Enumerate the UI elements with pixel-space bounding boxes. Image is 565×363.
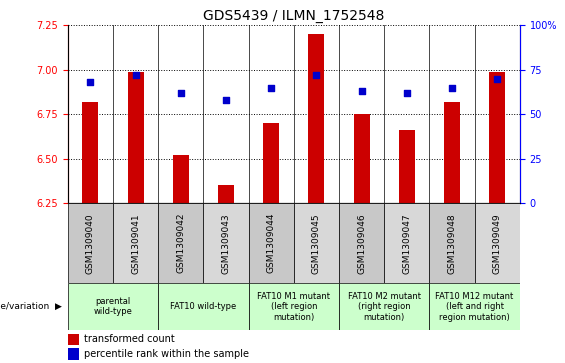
Bar — [173, 155, 189, 203]
Bar — [82, 102, 98, 203]
Text: GSM1309047: GSM1309047 — [402, 213, 411, 274]
Bar — [308, 34, 324, 203]
Bar — [68, 334, 79, 345]
Bar — [249, 203, 294, 283]
Text: GSM1309046: GSM1309046 — [357, 213, 366, 274]
Bar — [489, 72, 505, 203]
Point — [267, 85, 276, 91]
Bar — [128, 72, 144, 203]
Text: FAT10 wild-type: FAT10 wild-type — [170, 302, 237, 311]
Text: FAT10 M2 mutant
(right region
mutation): FAT10 M2 mutant (right region mutation) — [347, 292, 421, 322]
Point — [312, 72, 321, 78]
Bar — [475, 203, 520, 283]
Point — [493, 76, 502, 82]
Bar — [113, 203, 158, 283]
Title: GDS5439 / ILMN_1752548: GDS5439 / ILMN_1752548 — [203, 9, 385, 23]
Text: FAT10 M1 mutant
(left region
mutation): FAT10 M1 mutant (left region mutation) — [257, 292, 331, 322]
Text: GSM1309048: GSM1309048 — [447, 213, 457, 274]
Bar — [218, 185, 234, 203]
Bar — [384, 203, 429, 283]
Text: parental
wild-type: parental wild-type — [94, 297, 132, 317]
Point — [357, 88, 366, 94]
Text: GSM1309049: GSM1309049 — [493, 213, 502, 274]
Text: GSM1309040: GSM1309040 — [86, 213, 95, 274]
Text: percentile rank within the sample: percentile rank within the sample — [84, 349, 249, 359]
Point — [402, 90, 411, 96]
Bar — [68, 203, 113, 283]
Point — [131, 72, 140, 78]
Text: genotype/variation  ▶: genotype/variation ▶ — [0, 302, 62, 311]
Bar — [294, 203, 339, 283]
Bar — [68, 348, 79, 360]
Text: FAT10 M12 mutant
(left and right
region mutation): FAT10 M12 mutant (left and right region … — [436, 292, 514, 322]
Bar — [339, 203, 384, 283]
Point — [447, 85, 457, 91]
Bar — [399, 130, 415, 203]
Point — [221, 97, 231, 103]
Bar — [249, 283, 339, 330]
Bar — [263, 123, 279, 203]
Bar — [158, 203, 203, 283]
Bar — [339, 283, 429, 330]
Point — [176, 90, 185, 96]
Bar — [429, 203, 475, 283]
Text: GSM1309041: GSM1309041 — [131, 213, 140, 274]
Bar — [444, 102, 460, 203]
Bar — [158, 283, 249, 330]
Text: GSM1309042: GSM1309042 — [176, 213, 185, 273]
Bar — [354, 114, 370, 203]
Text: transformed count: transformed count — [84, 334, 175, 344]
Text: GSM1309043: GSM1309043 — [221, 213, 231, 274]
Point — [86, 79, 95, 85]
Bar — [429, 283, 520, 330]
Bar — [203, 203, 249, 283]
Bar — [68, 283, 158, 330]
Text: GSM1309045: GSM1309045 — [312, 213, 321, 274]
Text: GSM1309044: GSM1309044 — [267, 213, 276, 273]
